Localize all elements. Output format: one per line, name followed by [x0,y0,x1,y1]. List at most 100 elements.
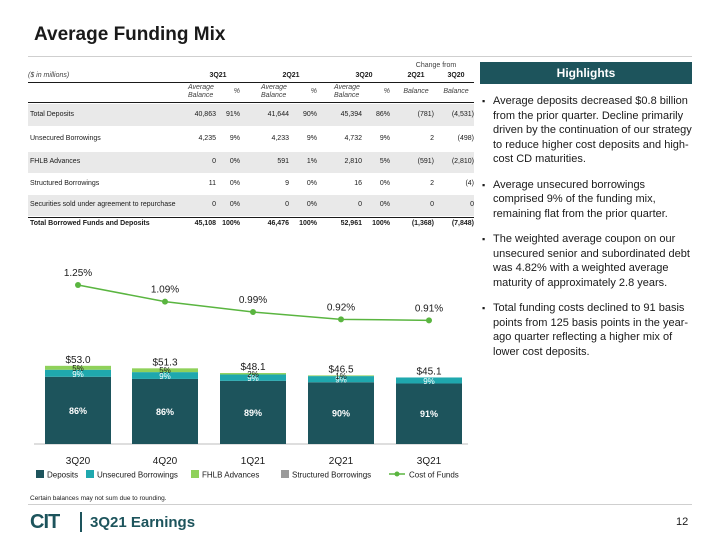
table-cell: 0% [379,201,390,208]
table-cell: (4) [465,179,474,187]
legend-label: FHLB Advances [202,471,259,480]
table-cell: 40,863 [194,110,216,118]
sub-avg-bal: Average Balance [188,84,214,99]
bar-fhlb-advances [132,368,198,373]
row-label: Securities sold under agreement to repur… [30,201,176,208]
row-label: Unsecured Borrowings [30,134,101,142]
highlights-heading: Highlights [480,62,692,84]
segment-label: 9% [335,376,347,385]
legend-label: Cost of Funds [409,471,459,480]
bar-unsecured-borrowings [132,372,198,379]
cit-logo: CIT [30,511,60,533]
table-cell: 0% [306,179,317,187]
bar-total-label: $48.1 [240,362,265,373]
segment-label: 1% [335,372,347,381]
segment-label: 5% [72,364,84,373]
table-header-sub: Average Balance % Average Balance % Aver… [28,84,474,103]
period-3q21: 3Q21 [209,72,227,79]
highlight-item: Total funding costs declined to 91 basis… [482,301,692,359]
change-2q21: 2Q21 [407,72,425,79]
table-cell: 2 [430,179,434,187]
table-cell: 100% [299,220,317,227]
footer-divider [28,504,692,505]
table-cell: 5% [379,158,390,165]
table-cell: 45,108 [194,220,216,227]
legend-line-marker [394,471,400,477]
bar-deposits [308,382,374,444]
bar-deposits [396,383,462,444]
bar-deposits [132,378,198,444]
table-cell: 1% [306,158,317,165]
table-cell: 9% [306,134,317,142]
table-cell: 16 [354,179,362,187]
segment-label: 91% [420,409,438,419]
bar-unsecured-borrowings [45,369,111,377]
title-divider [28,56,692,57]
table-cell: 0 [285,201,289,208]
cost-of-funds-point [426,317,432,324]
legend-swatch [281,470,289,478]
category-label: 1Q21 [241,456,266,467]
table-cell: (1,368) [411,220,434,227]
table-row: Structured Borrowings 11 0% 9 0% 16 0% 2 (4) [28,174,474,194]
table-row: Securities sold under agreement to repur… [28,195,474,216]
sub-pct: % [310,88,317,95]
sub-avg-bal: Average Balance [334,84,360,99]
bar-total-label: $45.1 [416,366,441,377]
segment-label: 2% [247,370,259,379]
cost-of-funds-point [162,298,168,305]
logo-separator [80,512,82,532]
bar-fhlb-advances [45,365,111,370]
table-row: Total Borrowed Funds and Deposits 45,108 1… [28,217,474,230]
table-cell: 9% [229,134,240,142]
table-cell: 52,961 [340,220,362,227]
table-cell: 0% [229,179,240,187]
highlight-item: Average deposits decreased $0.8 billion … [482,94,692,167]
table-cell: 0 [430,201,434,208]
table-cell: 0% [379,179,390,187]
cost-of-funds-label: 1.25% [64,268,92,279]
table-cell: 100% [222,220,240,227]
legend-swatch [86,470,94,478]
table-cell: 0% [229,201,240,208]
row-label: Total Borrowed Funds and Deposits [30,220,150,227]
bar-unsecured-borrowings [396,377,462,384]
bar-deposits [220,380,286,444]
footnote: Certain balances may not sum due to roun… [30,495,167,502]
table-cell: (591) [417,158,434,165]
table-cell: 45,394 [340,110,362,118]
table-cell: 4,235 [198,134,216,142]
segment-label: 5% [159,366,171,375]
table-cell: 4,732 [344,134,362,142]
table-cell: (781) [417,110,434,118]
segment-label: 90% [332,409,350,419]
bar-total-label: $53.0 [65,355,90,366]
table-cell: 9 [285,179,289,187]
row-label: Structured Borrowings [30,179,100,187]
legend-label: Structured Borrowings [292,471,371,480]
segment-label: 9% [72,370,84,379]
page-number: 12 [676,516,689,528]
row-label: Total Deposits [30,110,74,118]
segment-label: 89% [244,408,262,418]
table-cell: 0% [229,158,240,165]
highlight-item: The weighted average coupon on our unsec… [482,232,692,290]
table-cell: 0 [212,158,216,165]
cost-of-funds-point [250,309,256,316]
bar-deposits [45,376,111,444]
legend-label: Deposits [47,471,78,480]
bar-fhlb-advances [220,373,286,375]
table-cell: 90% [302,110,317,118]
table-cell: (4,531) [451,110,474,118]
table-header-periods: ($ in millions) 3Q21 2Q21 3Q20 2Q21 3Q20 [28,72,474,83]
cost-of-funds-point [75,282,81,288]
page-title: Average Funding Mix [34,24,226,45]
period-2q21: 2Q21 [282,72,300,79]
cost-of-funds-point [338,316,344,323]
table-row: Total Deposits 40,863 91% 41,644 90% 45,394 86… [28,104,474,126]
table-cell: 4,233 [271,134,289,142]
table-cell: 0 [358,201,362,208]
sub-pct: % [233,88,240,95]
row-label: FHLB Advances [30,158,81,165]
sub-bal: Balance [443,88,469,95]
